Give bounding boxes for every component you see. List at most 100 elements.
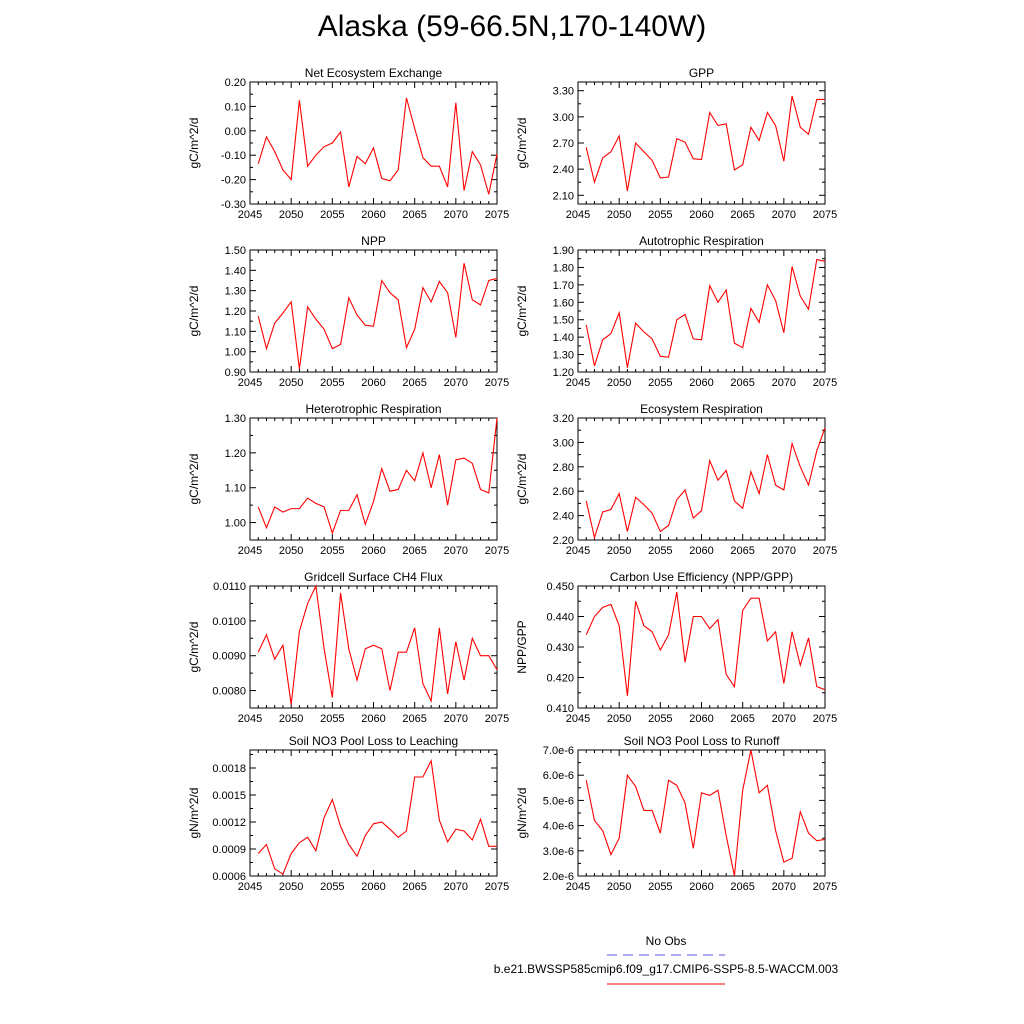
y-tick-label: 1.20 xyxy=(225,448,246,460)
series-line xyxy=(257,584,498,705)
x-tick-label: 2045 xyxy=(238,881,262,893)
panel-title: Soil NO3 Pool Loss to Runoff xyxy=(624,734,781,748)
plot-frame xyxy=(249,417,498,541)
y-tick-label: -0.30 xyxy=(221,199,246,211)
panel-title: Net Ecosystem Exchange xyxy=(305,66,443,80)
panel-title: Autotrophic Respiration xyxy=(639,234,764,248)
y-tick-label: 0.0090 xyxy=(212,651,246,663)
legend-model-label: b.e21.BWSSP585cmip6.f09_g17.CMIP6-SSP5-8… xyxy=(494,962,839,976)
y-axis-label: gC/m^2/d xyxy=(515,286,529,337)
x-tick-label: 2065 xyxy=(402,209,426,221)
x-tick-label: 2060 xyxy=(361,377,385,389)
y-tick-label: 0.90 xyxy=(225,367,246,379)
x-tick-label: 2050 xyxy=(607,377,631,389)
x-tick-label: 2045 xyxy=(566,881,590,893)
y-tick-label: 0.0012 xyxy=(212,817,246,829)
y-axis-label: gC/m^2/d xyxy=(515,118,529,169)
x-tick-label: 2055 xyxy=(648,545,672,557)
panel-title: NPP xyxy=(361,234,386,248)
x-tick-label: 2045 xyxy=(238,545,262,557)
chart-panel-3: NPP 2045 2050 2055 2060 2065 2070 2075 0.90 1.00 1… xyxy=(187,234,509,389)
y-axis-label: gC/m^2/d xyxy=(187,286,201,337)
y-axis-label: gC/m^2/d xyxy=(187,622,201,673)
x-tick-label: 2075 xyxy=(813,881,837,893)
series-line xyxy=(257,758,497,876)
x-tick-label: 2060 xyxy=(361,713,385,725)
plot-frame xyxy=(577,417,826,541)
x-tick-label: 2075 xyxy=(813,209,837,221)
x-tick-label: 2045 xyxy=(238,209,262,221)
y-tick-label: 2.80 xyxy=(553,462,574,474)
plot-frame xyxy=(249,749,498,877)
figure-title: Alaska (59-66.5N,170-140W) xyxy=(317,10,707,43)
chart-panel-6: Ecosystem Respiration 2045 2050 2055 2060 206… xyxy=(515,402,837,557)
panel-title: Gridcell Surface CH4 Flux xyxy=(304,570,443,584)
x-tick-label: 2075 xyxy=(485,713,509,725)
y-tick-label: 6.0e-6 xyxy=(543,770,574,782)
x-tick-label: 2045 xyxy=(566,545,590,557)
x-tick-label: 2065 xyxy=(730,881,754,893)
x-tick-label: 2070 xyxy=(772,377,796,389)
series-line xyxy=(585,95,825,192)
chart-panel-2: GPP 2045 2050 2055 2060 2065 2070 2075 2.10 2.40 2… xyxy=(515,66,837,221)
y-tick-label: 0.0009 xyxy=(212,844,246,856)
x-tick-label: 2055 xyxy=(648,713,672,725)
y-tick-label: 1.50 xyxy=(553,315,574,327)
legend: No Obs b.e21.BWSSP585cmip6.f09_g17.CMIP6-… xyxy=(494,934,839,985)
series-line xyxy=(585,258,826,368)
y-tick-label: 1.30 xyxy=(553,350,574,362)
x-tick-label: 2060 xyxy=(689,209,713,221)
y-tick-label: 0.0018 xyxy=(212,763,246,775)
y-tick-label: -0.20 xyxy=(221,175,246,187)
x-tick-label: 2070 xyxy=(772,545,796,557)
x-tick-label: 2065 xyxy=(402,377,426,389)
chart-panel-9: Soil NO3 Pool Loss to Leaching 2045 2050 20… xyxy=(187,734,509,893)
plot-frame xyxy=(577,749,826,877)
x-tick-label: 2055 xyxy=(320,881,344,893)
y-axis-label: NPP/GPP xyxy=(515,620,529,673)
legend-obs-label: No Obs xyxy=(646,934,687,948)
x-tick-label: 2055 xyxy=(320,209,344,221)
x-tick-label: 2045 xyxy=(238,713,262,725)
x-tick-label: 2070 xyxy=(444,545,468,557)
series-line xyxy=(257,97,498,195)
y-tick-label: 3.00 xyxy=(553,112,574,124)
x-tick-label: 2070 xyxy=(444,377,468,389)
plot-frame xyxy=(577,585,826,709)
y-axis-label: gN/m^2/d xyxy=(187,788,201,839)
x-tick-label: 2075 xyxy=(485,377,509,389)
panel-title: Soil NO3 Pool Loss to Leaching xyxy=(289,734,458,748)
x-tick-label: 2050 xyxy=(279,713,303,725)
y-tick-label: 2.40 xyxy=(553,511,574,523)
x-tick-label: 2050 xyxy=(279,881,303,893)
x-tick-label: 2050 xyxy=(607,713,631,725)
y-tick-label: 1.60 xyxy=(553,297,574,309)
x-tick-label: 2065 xyxy=(402,881,426,893)
plot-frame xyxy=(249,585,498,709)
x-tick-label: 2070 xyxy=(444,881,468,893)
x-tick-label: 2065 xyxy=(402,713,426,725)
chart-panel-7: Gridcell Surface CH4 Flux 2045 2050 2055 206… xyxy=(187,570,509,725)
y-axis-label: gC/m^2/d xyxy=(187,454,201,505)
panel-title: Heterotrophic Respiration xyxy=(305,402,441,416)
y-tick-label: 0.410 xyxy=(546,703,574,715)
x-tick-label: 2055 xyxy=(320,713,344,725)
x-tick-label: 2060 xyxy=(361,881,385,893)
y-tick-label: 1.40 xyxy=(225,265,246,277)
y-tick-label: 3.0e-6 xyxy=(543,846,574,858)
x-tick-label: 2075 xyxy=(813,545,837,557)
series-line xyxy=(585,749,826,877)
x-tick-label: 2060 xyxy=(689,881,713,893)
y-tick-label: 0.10 xyxy=(225,101,246,113)
y-tick-label: 1.10 xyxy=(225,483,246,495)
panel-title: GPP xyxy=(689,66,714,80)
y-tick-label: 0.0006 xyxy=(212,871,246,883)
x-tick-label: 2070 xyxy=(444,209,468,221)
y-tick-label: 5.0e-6 xyxy=(543,795,574,807)
x-tick-label: 2045 xyxy=(238,377,262,389)
chart-panel-4: Autotrophic Respiration 2045 2050 2055 2060 2… xyxy=(515,234,837,389)
x-tick-label: 2065 xyxy=(730,713,754,725)
y-tick-label: 1.20 xyxy=(553,367,574,379)
series-line xyxy=(257,417,498,535)
x-tick-label: 2070 xyxy=(444,713,468,725)
